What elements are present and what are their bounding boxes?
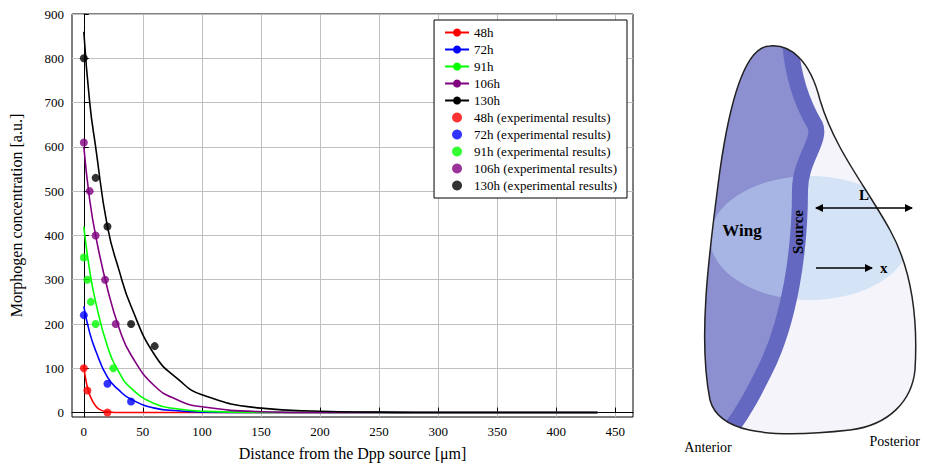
- svg-text:L: L: [859, 187, 869, 203]
- svg-text:72h (experimental results): 72h (experimental results): [474, 127, 610, 142]
- svg-text:Source: Source: [790, 210, 806, 254]
- svg-text:48h: 48h: [474, 25, 494, 40]
- svg-text:106h (experimental results): 106h (experimental results): [474, 161, 617, 176]
- svg-text:300: 300: [45, 272, 65, 287]
- svg-text:450: 450: [606, 424, 626, 439]
- svg-text:0: 0: [58, 405, 65, 420]
- svg-text:400: 400: [546, 424, 566, 439]
- svg-text:91h (experimental results): 91h (experimental results): [474, 144, 610, 159]
- svg-text:Anterior: Anterior: [684, 440, 732, 455]
- svg-text:400: 400: [45, 228, 65, 243]
- svg-text:250: 250: [369, 424, 389, 439]
- svg-text:100: 100: [192, 424, 212, 439]
- svg-text:Wing: Wing: [722, 221, 762, 240]
- svg-text:300: 300: [428, 424, 448, 439]
- svg-text:Distance from the Dpp source [: Distance from the Dpp source [μm]: [239, 445, 467, 463]
- svg-text:700: 700: [45, 95, 65, 110]
- svg-text:600: 600: [45, 139, 65, 154]
- svg-text:130h: 130h: [474, 93, 501, 108]
- svg-text:200: 200: [45, 317, 65, 332]
- svg-text:150: 150: [251, 424, 271, 439]
- svg-text:0: 0: [81, 424, 88, 439]
- svg-text:50: 50: [136, 424, 149, 439]
- svg-text:500: 500: [45, 184, 65, 199]
- svg-text:106h: 106h: [474, 76, 501, 91]
- svg-text:x: x: [880, 260, 888, 276]
- svg-text:100: 100: [45, 361, 65, 376]
- svg-text:350: 350: [487, 424, 507, 439]
- svg-text:900: 900: [45, 7, 65, 22]
- svg-text:Morphogen concentration [a.u.]: Morphogen concentration [a.u.]: [8, 114, 26, 317]
- svg-text:200: 200: [310, 424, 330, 439]
- svg-text:48h (experimental results): 48h (experimental results): [474, 110, 610, 125]
- svg-text:Posterior: Posterior: [869, 434, 920, 449]
- svg-text:91h: 91h: [474, 59, 494, 74]
- svg-text:130h (experimental results): 130h (experimental results): [474, 178, 617, 193]
- svg-text:800: 800: [45, 51, 65, 66]
- svg-text:72h: 72h: [474, 42, 494, 57]
